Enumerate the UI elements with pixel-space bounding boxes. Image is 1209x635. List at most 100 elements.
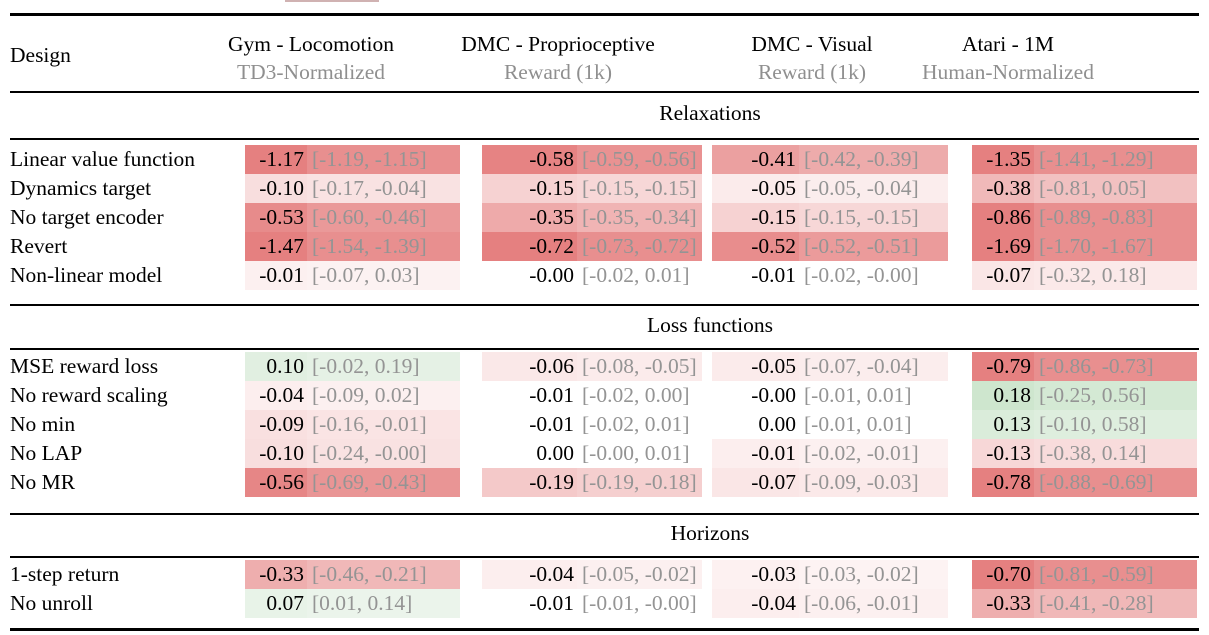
- score-cell: -0.56 [-0.69, -0.43]: [245, 468, 460, 497]
- confidence-interval: [-0.60, -0.46]: [307, 203, 460, 232]
- score-value: -0.41: [712, 145, 799, 174]
- table-row: No reward scaling -0.04 [-0.09, 0.02] -0.01…: [0, 381, 1209, 410]
- column-subtitle: Human-Normalized: [922, 60, 1094, 84]
- design-column-header: Design: [10, 43, 71, 67]
- score-cell: -0.86 [-0.89, -0.83]: [972, 203, 1197, 232]
- confidence-interval: [-0.81, 0.05]: [1034, 174, 1197, 203]
- section-title-horizons: Horizons: [670, 521, 750, 545]
- score-value: 0.10: [245, 352, 307, 381]
- score-value: -1.35: [972, 145, 1034, 174]
- section-rule: [10, 556, 1199, 558]
- row-label: MSE reward loss: [10, 354, 159, 378]
- score-value: -0.52: [712, 232, 799, 261]
- column-header-dmc-visual: DMC - Visual Reward (1k): [632, 30, 992, 86]
- score-cell: -0.00 [-0.02, 0.01]: [482, 261, 702, 290]
- confidence-interval: [-1.54, -1.39]: [307, 232, 460, 261]
- score-cell: -0.07 [-0.09, -0.03]: [712, 468, 948, 497]
- confidence-interval: [-0.52, -0.51]: [799, 232, 948, 261]
- section-rule: [10, 348, 1199, 350]
- bottom-rule: [10, 628, 1199, 631]
- confidence-interval: [-0.46, -0.21]: [307, 560, 460, 589]
- score-value: -0.33: [245, 560, 307, 589]
- score-cell: 0.10 [-0.02, 0.19]: [245, 352, 460, 381]
- score-cell: -0.52 [-0.52, -0.51]: [712, 232, 948, 261]
- table-row: No min -0.09 [-0.16, -0.01] -0.01 [-0.02, 0.…: [0, 410, 1209, 439]
- confidence-interval: [-0.69, -0.43]: [307, 468, 460, 497]
- confidence-interval: [-0.03, -0.02]: [799, 560, 948, 589]
- section-rule: [10, 138, 1199, 140]
- row-label: No MR: [10, 470, 76, 494]
- score-value: -0.10: [245, 439, 307, 468]
- score-cell: 0.13 [-0.10, 0.58]: [972, 410, 1197, 439]
- column-header-atari: Atari - 1M Human-Normalized: [828, 30, 1188, 86]
- score-cell: -0.15 [-0.15, -0.15]: [712, 203, 948, 232]
- score-value: -0.04: [482, 560, 577, 589]
- score-value: -0.19: [482, 468, 577, 497]
- row-label: Non-linear model: [10, 263, 163, 287]
- score-cell: -0.70 [-0.81, -0.59]: [972, 560, 1197, 589]
- column-title: DMC - Proprioceptive: [461, 32, 655, 56]
- score-value: -0.01: [529, 383, 574, 407]
- confidence-interval: [-0.25, 0.56]: [1034, 381, 1197, 410]
- score-cell: -0.33 [-0.41, -0.28]: [972, 589, 1197, 618]
- score-cell: -0.13 [-0.38, 0.14]: [972, 439, 1197, 468]
- confidence-interval: [-0.24, -0.00]: [307, 439, 460, 468]
- score-cell: -0.01 [-0.02, 0.01]: [482, 410, 702, 439]
- score-cell: -1.17 [-1.19, -1.15]: [245, 145, 460, 174]
- score-value: -0.01: [529, 412, 574, 436]
- column-subtitle: TD3-Normalized: [236, 60, 386, 84]
- score-cell: 0.00 [-0.00, 0.01]: [482, 439, 702, 468]
- score-cell: -0.04 [-0.05, -0.02]: [482, 560, 702, 589]
- score-value: -0.05: [712, 352, 799, 381]
- score-value: -1.69: [972, 232, 1034, 261]
- section-rule: [10, 513, 1199, 515]
- column-title: Gym - Locomotion: [227, 32, 394, 56]
- confidence-interval: [-0.08, -0.05]: [577, 352, 702, 381]
- confidence-interval: [-0.02, -0.01]: [799, 439, 948, 468]
- score-value: 0.07: [245, 589, 307, 618]
- score-value: -0.01: [751, 263, 796, 287]
- score-cell: -0.15 [-0.15, -0.15]: [482, 174, 702, 203]
- confidence-interval: [-0.01, -0.00]: [582, 591, 697, 615]
- section-rows-relaxations: Linear value function -1.17 [-1.19, -1.15]…: [0, 145, 1209, 290]
- confidence-interval: [-0.07, 0.03]: [307, 261, 460, 290]
- score-cell: -0.07 [-0.32, 0.18]: [972, 261, 1197, 290]
- row-label: Linear value function: [10, 147, 196, 171]
- score-cell: -1.69 [-1.70, -1.67]: [972, 232, 1197, 261]
- table-row: Non-linear model -0.01 [-0.07, 0.03] -0.00[…: [0, 261, 1209, 290]
- confidence-interval: [-0.02, -0.00]: [804, 263, 919, 287]
- confidence-interval: [-0.01, 0.01]: [804, 412, 912, 436]
- score-value: -0.10: [245, 174, 307, 203]
- row-label: No min: [10, 412, 76, 436]
- table-row: Revert -1.47 [-1.54, -1.39] -0.72 [-0.73, -0…: [0, 232, 1209, 261]
- score-cell: -0.01 [-0.07, 0.03]: [245, 261, 460, 290]
- confidence-interval: [-0.02, 0.01]: [582, 412, 690, 436]
- score-value: -0.04: [712, 589, 799, 618]
- confidence-interval: [-0.19, -0.18]: [577, 468, 702, 497]
- score-value: 0.00: [536, 441, 574, 465]
- score-cell: -0.05 [-0.05, -0.04]: [712, 174, 948, 203]
- confidence-interval: [-0.32, 0.18]: [1034, 261, 1197, 290]
- section-rows-horizons: 1-step return -0.33 [-0.46, -0.21] -0.04 [-0…: [0, 560, 1209, 618]
- score-value: -0.07: [972, 261, 1034, 290]
- section-title-loss-functions: Loss functions: [646, 313, 773, 337]
- score-cell: -0.04 [-0.09, 0.02]: [245, 381, 460, 410]
- score-cell: -0.38 [-0.81, 0.05]: [972, 174, 1197, 203]
- column-header-gym: Gym - Locomotion TD3-Normalized: [131, 30, 491, 86]
- score-value: -0.01: [712, 439, 799, 468]
- column-title: DMC - Visual: [751, 32, 873, 56]
- score-value: -0.58: [482, 145, 577, 174]
- score-value: 0.18: [972, 381, 1034, 410]
- score-cell: -0.33 [-0.46, -0.21]: [245, 560, 460, 589]
- score-value: -0.01: [529, 591, 574, 615]
- confidence-interval: [-0.05, -0.02]: [577, 560, 702, 589]
- confidence-interval: [-0.86, -0.73]: [1034, 352, 1197, 381]
- table-row: Linear value function -1.17 [-1.19, -1.15]…: [0, 145, 1209, 174]
- score-value: -1.17: [245, 145, 307, 174]
- score-cell: 0.07 [0.01, 0.14]: [245, 589, 460, 618]
- score-cell: 0.18 [-0.25, 0.56]: [972, 381, 1197, 410]
- score-cell: -0.10 [-0.24, -0.00]: [245, 439, 460, 468]
- score-cell: -0.04 [-0.06, -0.01]: [712, 589, 948, 618]
- score-value: -0.72: [482, 232, 577, 261]
